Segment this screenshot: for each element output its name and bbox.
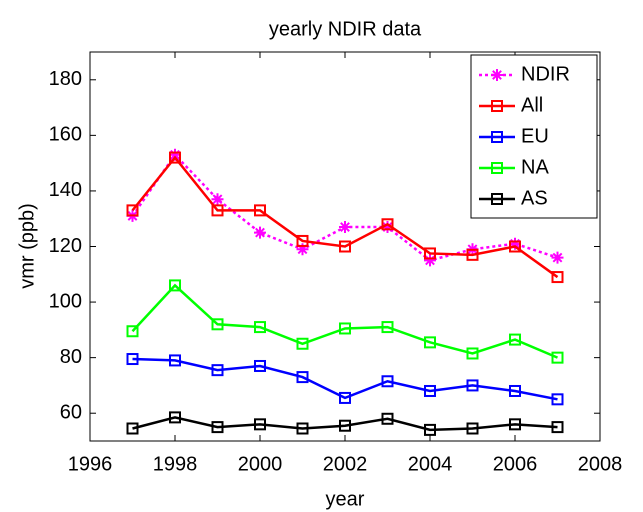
marker (381, 375, 394, 388)
y-tick-label: 80 (60, 346, 82, 368)
marker (296, 337, 309, 350)
legend-marker (491, 193, 503, 205)
legend: NDIR All EU NA AS (470, 54, 598, 219)
marker (126, 204, 139, 217)
marker (126, 325, 139, 338)
marker (126, 422, 139, 435)
legend-label: EU (521, 125, 549, 147)
x-tick-label: 2006 (493, 453, 538, 475)
marker (296, 371, 309, 384)
marker (381, 321, 394, 334)
marker (296, 234, 309, 247)
x-axis-label: year (326, 488, 365, 510)
marker (169, 354, 181, 367)
marker (339, 391, 351, 404)
marker (211, 318, 224, 331)
marker (381, 218, 394, 231)
x-tick-label: 2002 (323, 453, 368, 475)
y-tick-label: 60 (60, 401, 82, 423)
marker (509, 237, 521, 250)
marker (381, 412, 394, 425)
marker (254, 359, 266, 372)
x-tick-label: 1996 (68, 453, 113, 475)
marker (466, 248, 479, 261)
marker (126, 353, 139, 366)
marker (339, 221, 351, 234)
marker (424, 247, 436, 260)
legend-marker (491, 69, 503, 81)
marker (296, 243, 309, 256)
marker (424, 384, 436, 397)
x-tick-label: 2000 (238, 453, 283, 475)
series-line (132, 416, 558, 432)
legend-label: NA (521, 156, 549, 178)
legend-marker (491, 131, 503, 143)
y-tick-label: 180 (49, 68, 82, 90)
marker (254, 226, 266, 239)
x-tick-label: 2008 (578, 453, 623, 475)
marker (509, 384, 521, 397)
legend-label: AS (521, 187, 548, 209)
marker (339, 240, 351, 253)
marker (211, 364, 224, 377)
marker (296, 422, 309, 435)
marker (509, 333, 521, 346)
y-tick-label: 140 (49, 179, 82, 201)
marker (169, 148, 181, 161)
marker (551, 393, 564, 406)
marker (466, 422, 479, 435)
marker (551, 421, 564, 434)
marker (424, 423, 436, 436)
marker (254, 321, 266, 334)
marker (551, 351, 564, 364)
marker (509, 418, 521, 431)
marker (211, 204, 224, 217)
marker (169, 411, 181, 424)
marker (381, 221, 394, 234)
series-line (131, 155, 559, 279)
legend-marker (491, 162, 503, 174)
y-tick-label: 120 (49, 235, 82, 257)
marker (211, 421, 224, 434)
marker (254, 418, 266, 431)
marker (509, 240, 521, 253)
x-tick-label: 1998 (153, 453, 198, 475)
legend-label: All (521, 94, 543, 116)
marker (211, 193, 224, 206)
marker (424, 336, 436, 349)
marker (169, 279, 181, 292)
chart-title: yearly NDIR data (269, 18, 422, 40)
marker (339, 322, 351, 335)
marker (551, 251, 564, 264)
marker (466, 379, 479, 392)
marker (169, 151, 181, 164)
marker (551, 271, 564, 284)
marker (339, 419, 351, 432)
legend-label: NDIR (521, 63, 570, 85)
marker (424, 254, 436, 267)
marker (254, 204, 266, 217)
y-tick-label: 160 (49, 124, 82, 146)
marker (466, 347, 479, 360)
x-tick-label: 2004 (408, 453, 453, 475)
y-tick-label: 100 (49, 290, 82, 312)
legend-marker (491, 100, 503, 112)
series-line (132, 357, 558, 401)
y-axis-label: vmr (ppb) (16, 203, 38, 289)
series-line (131, 283, 558, 359)
